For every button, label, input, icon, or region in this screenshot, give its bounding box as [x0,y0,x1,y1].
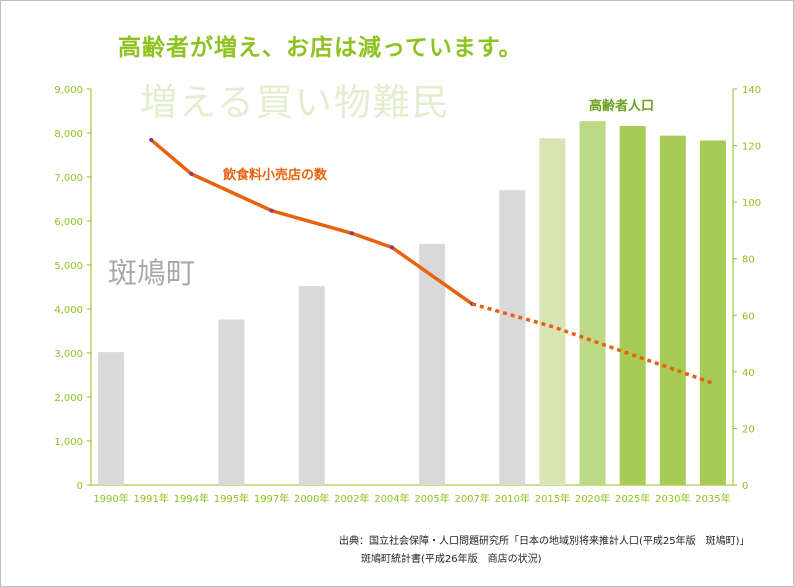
line-point [269,208,274,213]
x-tick-label: 2035年 [695,492,730,505]
bar [659,135,686,485]
x-tick-label: 1994年 [174,492,209,505]
line-point [149,137,154,142]
line-point [349,231,354,236]
x-tick-label: 2010年 [495,492,530,505]
bar [699,140,726,486]
chart-subtitle: 増える買い物難民 [140,81,451,124]
x-tick-label: 2020年 [575,492,610,505]
y-right-tick-label: 60 [742,311,755,322]
x-tick-label: 2007年 [454,492,489,505]
bar [298,286,325,485]
y-right-tick-label: 20 [742,424,755,435]
line-stores-projection [471,302,714,385]
y-left-tick-label: 3,000 [54,349,83,360]
x-tick-label: 2030年 [655,492,690,505]
y-right-tick-label: 140 [742,85,761,96]
y-left-tick-label: 0 [77,481,83,492]
x-tick-label: 2025年 [615,492,650,505]
bar [98,352,125,485]
x-tick-label: 2002年 [334,492,369,505]
bar [218,319,245,485]
bar [619,125,646,486]
x-tick-label: 2015年 [535,492,570,505]
y-left-tick-label: 2,000 [54,393,83,404]
bar [419,243,446,485]
y-right-tick-label: 100 [742,198,761,209]
x-tick-label: 1990年 [93,492,128,505]
y-left-tick-label: 4,000 [54,305,83,316]
chart-title: 高齢者が増え、お店は減っています。 [118,35,523,61]
y-left-tick-label: 8,000 [54,129,83,140]
x-tick-label: 2005年 [414,492,449,505]
y-left-tick-label: 7,000 [54,173,83,184]
x-tick-label: 2000年 [294,492,329,505]
y-right-tick-label: 40 [742,368,755,379]
y-right-tick-label: 80 [742,255,755,266]
source-note-1: 出典：国立社会保障・人口問題研究所「日本の地域別将来推計人口(平成25年版 斑鳩… [339,536,750,547]
bar [499,190,526,485]
line-point [389,245,394,250]
x-tick-label: 1997年 [254,492,289,505]
line-point [189,171,194,176]
y-left-tick-label: 5,000 [54,261,83,272]
bar [579,121,606,486]
line-stores-actual [150,138,474,306]
y-left-tick-label: 1,000 [54,437,83,448]
bar [539,138,566,485]
source-note-2: 斑鳩町統計書(平成26年版 商店の状況) [361,554,542,565]
series-label-stores: 飲食料小売店の数 [223,168,328,183]
series-label-elderly: 高齢者人口 [589,99,655,114]
x-tick-label: 1991年 [133,492,168,505]
y-left-tick-label: 9,000 [54,85,83,96]
x-tick-label: 2004年 [374,492,409,505]
town-label: 斑鳩町 [108,256,196,290]
y-right-tick-label: 120 [742,142,761,153]
y-left-tick-label: 6,000 [54,217,83,228]
x-tick-label: 1995年 [214,492,249,505]
y-right-tick-label: 0 [742,481,748,492]
